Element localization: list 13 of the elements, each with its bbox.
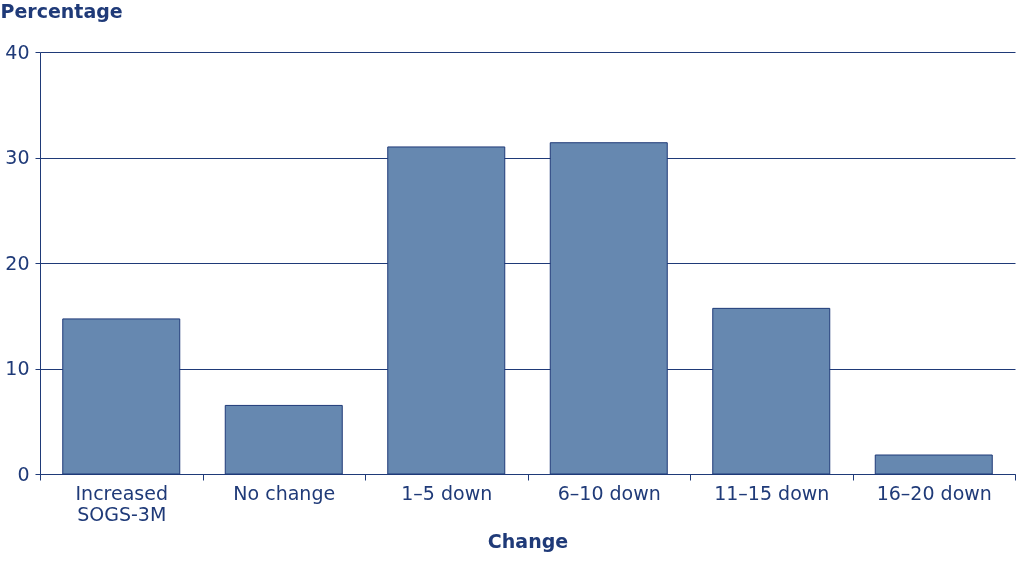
x-tick-label: 1–5 down (401, 481, 493, 504)
y-tick-label: 30 (5, 146, 30, 168)
y-tick-label: 40 (5, 40, 30, 63)
y-axis-title: Percentage (0, 0, 123, 22)
x-tick-label: 6–10 down (557, 481, 661, 504)
x-tick-label: 16–20 down (876, 481, 992, 504)
x-tick-label: Increased SOGS-3M (75, 481, 168, 525)
x-tick-label: No change (233, 481, 336, 504)
x-tick-label: 11–15 down (714, 481, 830, 504)
y-tick-label: 20 (5, 251, 30, 274)
y-tick-label: 0 (17, 462, 30, 485)
x-axis-title: Change (487, 529, 569, 552)
y-tick-label: 10 (5, 357, 30, 379)
